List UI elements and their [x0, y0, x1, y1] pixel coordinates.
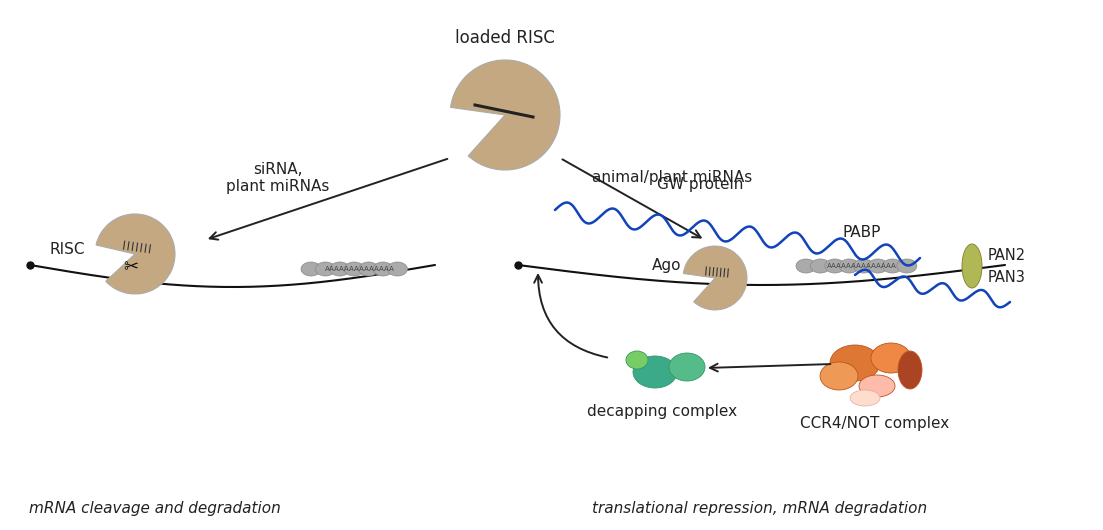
Ellipse shape [868, 259, 888, 273]
Text: RISC: RISC [50, 242, 85, 257]
Ellipse shape [962, 244, 982, 288]
Ellipse shape [811, 259, 831, 273]
Ellipse shape [358, 262, 378, 276]
Ellipse shape [387, 262, 407, 276]
Wedge shape [684, 246, 747, 310]
Text: Ago: Ago [652, 259, 682, 273]
Ellipse shape [330, 262, 350, 276]
Ellipse shape [820, 362, 858, 390]
Text: PAN2: PAN2 [988, 249, 1026, 263]
Ellipse shape [670, 353, 705, 381]
Text: CCR4/NOT complex: CCR4/NOT complex [801, 416, 950, 431]
Ellipse shape [627, 351, 647, 369]
Text: AAAAAAAAAAAAAA: AAAAAAAAAAAAAA [827, 263, 897, 269]
Ellipse shape [897, 259, 917, 273]
Ellipse shape [496, 72, 535, 102]
Text: GW protein: GW protein [656, 177, 743, 192]
Ellipse shape [796, 259, 816, 273]
Text: mRNA cleavage and degradation: mRNA cleavage and degradation [29, 500, 281, 516]
Text: AAAAAAAAAAAAAA: AAAAAAAAAAAAAA [325, 266, 395, 272]
Ellipse shape [839, 259, 859, 273]
Wedge shape [450, 60, 560, 170]
Ellipse shape [850, 390, 880, 406]
Text: loaded RISC: loaded RISC [456, 29, 555, 47]
Ellipse shape [301, 262, 321, 276]
Text: ✂: ✂ [124, 258, 139, 276]
Text: siRNA,
plant miRNAs: siRNA, plant miRNAs [226, 162, 330, 194]
Wedge shape [96, 214, 175, 294]
Ellipse shape [825, 259, 845, 273]
Ellipse shape [633, 356, 677, 388]
Text: PABP: PABP [843, 225, 881, 240]
Text: decapping complex: decapping complex [587, 404, 737, 419]
Ellipse shape [854, 259, 874, 273]
Ellipse shape [373, 262, 393, 276]
Ellipse shape [710, 253, 732, 270]
Text: translational repression, mRNA degradation: translational repression, mRNA degradati… [592, 500, 928, 516]
Text: animal/plant miRNAs: animal/plant miRNAs [592, 171, 752, 185]
Text: PAN3: PAN3 [988, 270, 1026, 286]
Ellipse shape [130, 223, 159, 245]
Ellipse shape [344, 262, 364, 276]
Ellipse shape [315, 262, 335, 276]
Ellipse shape [829, 345, 880, 381]
Ellipse shape [859, 375, 895, 397]
Ellipse shape [871, 343, 911, 373]
Ellipse shape [882, 259, 902, 273]
Ellipse shape [898, 351, 922, 389]
